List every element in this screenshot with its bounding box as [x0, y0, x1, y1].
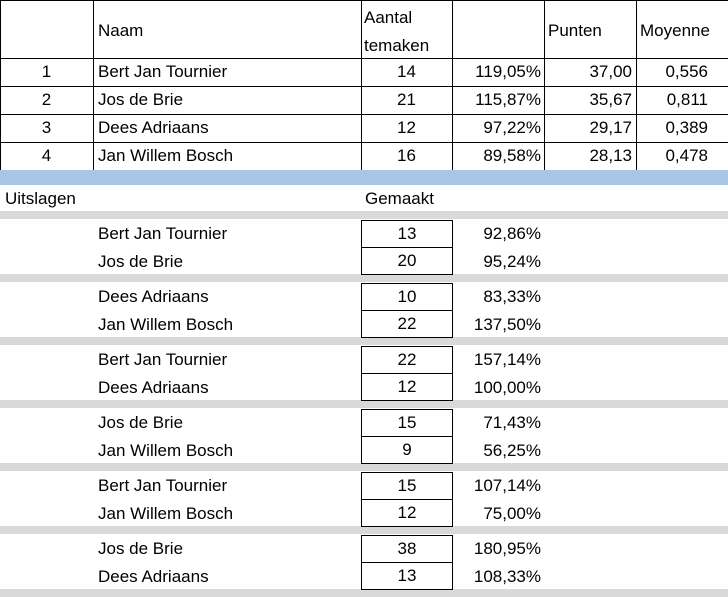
header-aantal-line1: Aantal [364, 8, 413, 27]
gemaakt-cell: 15 [361, 472, 453, 500]
match-separator [0, 589, 728, 597]
punten-cell: 28,13 [589, 146, 632, 165]
grid-line [93, 0, 94, 170]
player-name-cell: Jos de Brie [98, 90, 184, 109]
gemaakt-cell: 13 [361, 220, 453, 248]
moyenne-cell: 0,389 [665, 118, 708, 137]
grid-line [361, 0, 362, 170]
match-separator [0, 211, 728, 219]
player-name-cell: Dees Adriaans [98, 378, 209, 397]
player-name-cell: Bert Jan Tournier [98, 476, 228, 495]
player-name-cell: Dees Adriaans [98, 567, 209, 586]
grid-line [0, 114, 728, 115]
percentage-cell: 71,43% [483, 413, 541, 432]
percentage-cell: 115,87% [475, 90, 541, 109]
gemaakt-cell: 12 [361, 373, 453, 401]
header-moyenne: Moyenne [640, 21, 710, 40]
rank-cell: 2 [41, 90, 52, 109]
gemaakt-cell: 22 [361, 310, 453, 338]
percentage-cell: 107,14% [473, 476, 541, 495]
grid-line [0, 0, 1, 170]
percentage-cell: 56,25% [483, 441, 541, 460]
grid-line [636, 0, 637, 170]
player-name-cell: Jan Willem Bosch [98, 441, 234, 460]
player-name-cell: Dees Adriaans [98, 118, 209, 137]
player-name-cell: Jos de Brie [98, 413, 184, 432]
gemaakt-cell: 10 [361, 283, 453, 311]
header-aantal-line2: temaken [364, 36, 430, 55]
moyenne-cell: 0,811 [666, 90, 708, 109]
player-name-cell: Jan Willem Bosch [98, 504, 234, 523]
grid-line [0, 58, 728, 59]
moyenne-cell: 0,478 [665, 146, 708, 165]
percentage-cell: 119,05% [475, 62, 541, 81]
player-name-cell: Jan Willem Bosch [98, 146, 234, 165]
player-name-cell: Jos de Brie [98, 252, 184, 271]
aantal-cell: 21 [397, 90, 416, 109]
aantal-cell: 12 [397, 118, 416, 137]
percentage-cell: 75,00% [483, 504, 541, 523]
match-separator [0, 526, 728, 534]
match-separator [0, 274, 728, 282]
punten-cell: 29,17 [589, 118, 632, 137]
gemaakt-cell: 12 [361, 499, 453, 527]
punten-cell: 37,00 [589, 62, 632, 81]
percentage-cell: 108,33% [473, 567, 541, 586]
gemaakt-cell: 9 [361, 436, 453, 464]
gemaakt-cell: 20 [361, 247, 453, 275]
aantal-cell: 16 [397, 146, 416, 165]
percentage-cell: 95,24% [483, 252, 541, 271]
percentage-cell: 100,00% [473, 378, 541, 397]
gemaakt-cell: 15 [361, 409, 453, 437]
gemaakt-cell: 38 [361, 535, 453, 563]
player-name-cell: Jan Willem Bosch [98, 315, 234, 334]
player-name-cell: Bert Jan Tournier [98, 62, 228, 81]
section-separator [0, 170, 728, 185]
player-name-cell: Dees Adriaans [98, 287, 209, 306]
match-separator [0, 463, 728, 471]
header-punten: Punten [548, 21, 602, 40]
percentage-cell: 83,33% [483, 287, 541, 306]
percentage-cell: 97,22% [483, 118, 541, 137]
grid-line [0, 86, 728, 87]
gemaakt-cell: 13 [361, 562, 453, 590]
match-separator [0, 337, 728, 345]
grid-line [544, 0, 545, 170]
header-naam: Naam [98, 21, 144, 40]
percentage-cell: 92,86% [483, 224, 541, 243]
uitslagen-label: Uitslagen [5, 189, 76, 208]
gemaakt-cell: 22 [361, 346, 453, 374]
grid-line [0, 142, 728, 143]
gemaakt-label: Gemaakt [365, 189, 434, 208]
rank-cell: 4 [41, 146, 52, 165]
grid-line [452, 0, 453, 170]
grid-line [0, 0, 728, 1]
percentage-cell: 180,95% [473, 539, 541, 558]
moyenne-cell: 0,556 [665, 62, 708, 81]
percentage-cell: 157,14% [473, 350, 541, 369]
match-separator [0, 400, 728, 408]
punten-cell: 35,67 [589, 90, 632, 109]
aantal-cell: 14 [397, 62, 416, 81]
player-name-cell: Bert Jan Tournier [98, 350, 228, 369]
rank-cell: 3 [41, 118, 52, 137]
player-name-cell: Jos de Brie [98, 539, 184, 558]
percentage-cell: 137,50% [473, 315, 541, 334]
rank-cell: 1 [41, 62, 52, 81]
percentage-cell: 89,58% [483, 146, 541, 165]
player-name-cell: Bert Jan Tournier [98, 224, 228, 243]
